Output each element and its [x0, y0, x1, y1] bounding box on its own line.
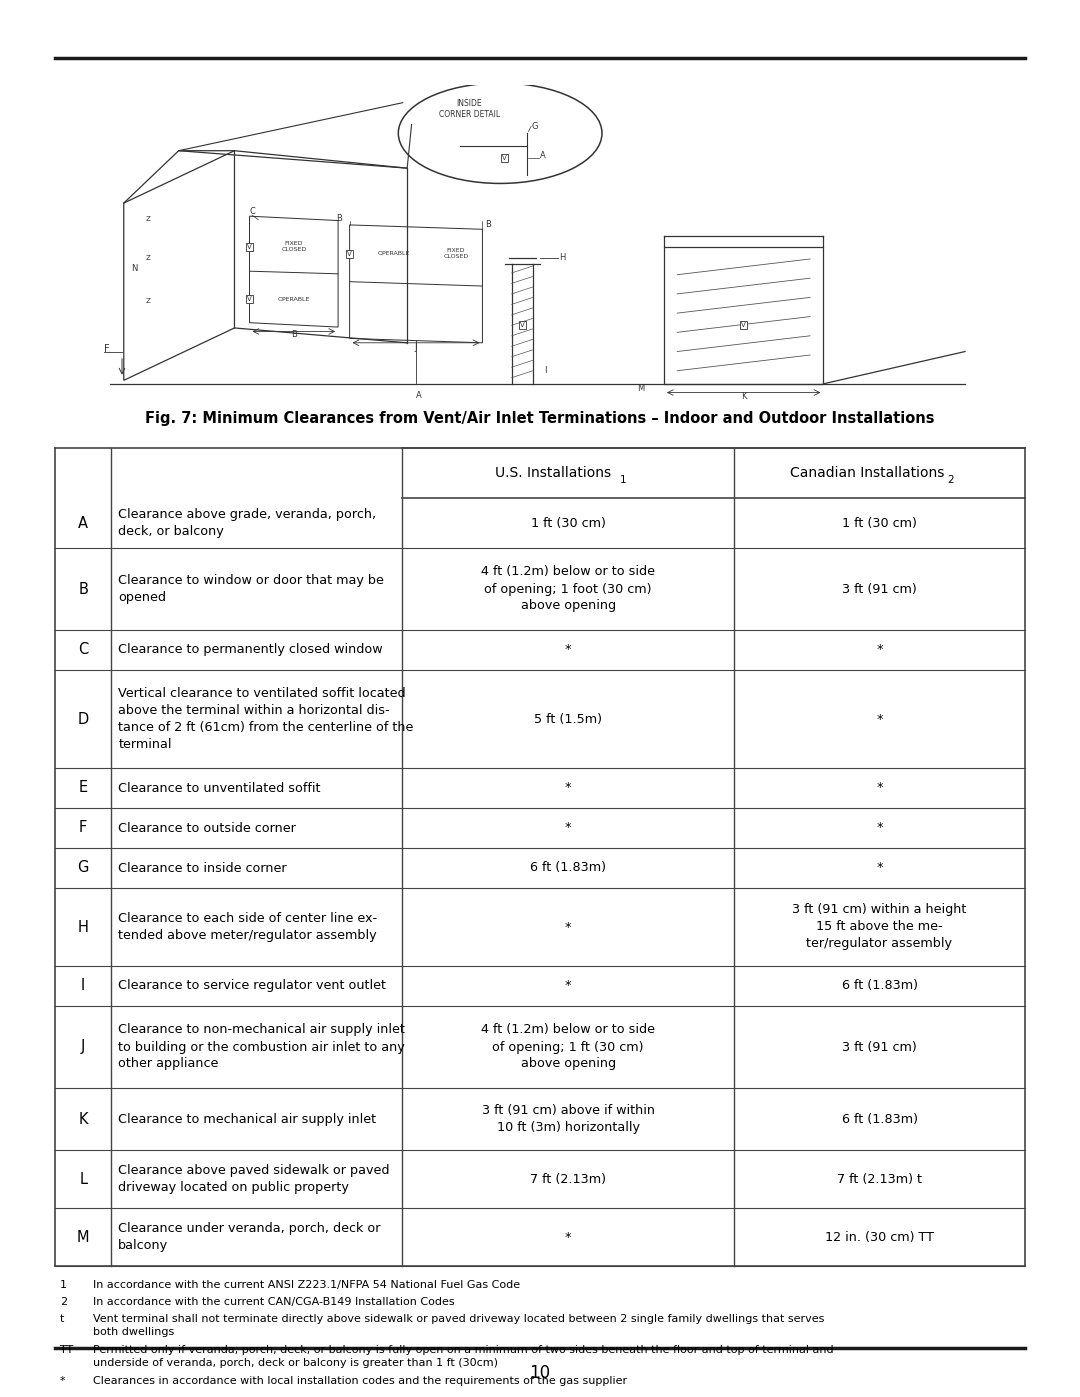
- Text: Z: Z: [146, 299, 151, 305]
- Text: 7 ft (2.13m) t: 7 ft (2.13m) t: [837, 1172, 922, 1186]
- Text: A: A: [416, 391, 422, 400]
- Text: 3 ft (91 cm) within a height
15 ft above the me-
ter/regulator assembly: 3 ft (91 cm) within a height 15 ft above…: [793, 904, 967, 950]
- Text: A: A: [78, 515, 89, 531]
- Text: A: A: [540, 151, 545, 159]
- Text: Vent terminal shall not terminate directly above sidewalk or paved driveway loca: Vent terminal shall not terminate direct…: [93, 1315, 824, 1337]
- Text: K: K: [741, 391, 746, 401]
- Text: 1: 1: [620, 475, 626, 485]
- Text: V: V: [741, 323, 746, 328]
- Text: Clearance to outside corner: Clearance to outside corner: [119, 821, 296, 834]
- Text: 10: 10: [529, 1363, 551, 1382]
- Text: Clearance above grade, veranda, porch,
deck, or balcony: Clearance above grade, veranda, porch, d…: [119, 509, 377, 538]
- Text: V: V: [502, 155, 507, 161]
- Text: *: *: [876, 821, 882, 834]
- Text: L: L: [79, 1172, 87, 1186]
- Text: 7 ft (2.13m): 7 ft (2.13m): [530, 1172, 606, 1186]
- Text: 2: 2: [947, 475, 954, 485]
- Text: K: K: [79, 1112, 87, 1126]
- Text: V: V: [247, 296, 252, 302]
- Text: FIXED
CLOSED: FIXED CLOSED: [281, 242, 307, 251]
- Text: B: B: [485, 219, 491, 229]
- Text: G: G: [531, 122, 538, 131]
- Text: Clearance under veranda, porch, deck or
balcony: Clearance under veranda, porch, deck or …: [119, 1222, 381, 1252]
- Text: Clearance to each side of center line ex-
tended above meter/regulator assembly: Clearance to each side of center line ex…: [119, 912, 377, 942]
- Text: t: t: [60, 1315, 65, 1324]
- Text: 2: 2: [60, 1296, 67, 1308]
- Text: 1: 1: [60, 1280, 67, 1289]
- Text: In accordance with the current ANSI Z223.1/NFPA 54 National Fuel Gas Code: In accordance with the current ANSI Z223…: [93, 1280, 521, 1289]
- Text: Clearance to mechanical air supply inlet: Clearance to mechanical air supply inlet: [119, 1112, 377, 1126]
- Text: N: N: [131, 264, 137, 272]
- Text: Clearance to permanently closed window: Clearance to permanently closed window: [119, 644, 383, 657]
- Text: Clearance to inside corner: Clearance to inside corner: [119, 862, 287, 875]
- Text: In accordance with the current CAN/CGA-B149 Installation Codes: In accordance with the current CAN/CGA-B…: [93, 1296, 455, 1308]
- Text: C: C: [78, 643, 89, 658]
- Text: 6 ft (1.83m): 6 ft (1.83m): [841, 1112, 918, 1126]
- Text: *: *: [565, 1231, 571, 1243]
- Text: *: *: [565, 781, 571, 795]
- Text: Clearance to service regulator vent outlet: Clearance to service regulator vent outl…: [119, 979, 387, 992]
- Text: V: V: [519, 323, 525, 328]
- Text: F: F: [79, 820, 87, 835]
- Text: D: D: [78, 711, 89, 726]
- Text: J: J: [415, 342, 417, 352]
- Text: M: M: [637, 384, 645, 393]
- Text: Permitted only if veranda, porch, deck, or balcony is fully open on a minimum of: Permitted only if veranda, porch, deck, …: [93, 1345, 834, 1368]
- Text: I: I: [544, 366, 546, 376]
- Text: V: V: [247, 243, 252, 250]
- Text: Vertical clearance to ventilated soffit located
above the terminal within a hori: Vertical clearance to ventilated soffit …: [119, 687, 414, 752]
- Text: 1 ft (30 cm): 1 ft (30 cm): [842, 517, 917, 529]
- Text: 3 ft (91 cm) above if within
10 ft (3m) horizontally: 3 ft (91 cm) above if within 10 ft (3m) …: [482, 1104, 654, 1134]
- Text: Z: Z: [146, 254, 151, 261]
- Text: *: *: [876, 712, 882, 725]
- Text: Clearances in accordance with local installation codes and the requirements of t: Clearances in accordance with local inst…: [93, 1376, 627, 1386]
- Text: *: *: [876, 644, 882, 657]
- Text: Canadian Installations: Canadian Installations: [791, 467, 945, 481]
- Text: G: G: [78, 861, 89, 876]
- Text: *: *: [60, 1376, 66, 1386]
- Text: B: B: [291, 330, 297, 338]
- Text: F: F: [105, 344, 110, 353]
- Text: Clearance to window or door that may be
opened: Clearance to window or door that may be …: [119, 574, 384, 604]
- Text: M: M: [77, 1229, 90, 1245]
- Text: I: I: [81, 978, 85, 993]
- Text: OPERABLE: OPERABLE: [378, 251, 410, 256]
- Text: *: *: [565, 821, 571, 834]
- Text: 6 ft (1.83m): 6 ft (1.83m): [530, 862, 606, 875]
- Text: INSIDE
CORNER DETAIL: INSIDE CORNER DETAIL: [438, 99, 500, 119]
- Text: 3 ft (91 cm): 3 ft (91 cm): [842, 1041, 917, 1053]
- Text: *: *: [876, 781, 882, 795]
- Text: FIXED
CLOSED: FIXED CLOSED: [443, 249, 469, 258]
- Text: 6 ft (1.83m): 6 ft (1.83m): [841, 979, 918, 992]
- Text: 12 in. (30 cm) TT: 12 in. (30 cm) TT: [825, 1231, 934, 1243]
- Text: H: H: [559, 253, 566, 261]
- Text: *: *: [565, 921, 571, 933]
- Text: V: V: [348, 250, 352, 257]
- Text: J: J: [81, 1039, 85, 1055]
- Text: Clearance to non-mechanical air supply inlet
to building or the combustion air i: Clearance to non-mechanical air supply i…: [119, 1024, 405, 1070]
- Text: OPERABLE: OPERABLE: [278, 296, 310, 302]
- Text: *: *: [565, 644, 571, 657]
- Text: H: H: [78, 919, 89, 935]
- Text: Clearance to unventilated soffit: Clearance to unventilated soffit: [119, 781, 321, 795]
- Text: B: B: [336, 214, 342, 222]
- Text: 1 ft (30 cm): 1 ft (30 cm): [530, 517, 606, 529]
- Text: E: E: [79, 781, 87, 795]
- Text: TT: TT: [60, 1345, 73, 1355]
- Text: U.S. Installations: U.S. Installations: [495, 467, 611, 481]
- Text: *: *: [876, 862, 882, 875]
- Text: 4 ft (1.2m) below or to side
of opening; 1 foot (30 cm)
above opening: 4 ft (1.2m) below or to side of opening;…: [481, 566, 656, 612]
- Text: Fig. 7: Minimum Clearances from Vent/Air Inlet Terminations – Indoor and Outdoor: Fig. 7: Minimum Clearances from Vent/Air…: [145, 411, 935, 426]
- Text: *: *: [565, 979, 571, 992]
- Text: 4 ft (1.2m) below or to side
of opening; 1 ft (30 cm)
above opening: 4 ft (1.2m) below or to side of opening;…: [481, 1024, 656, 1070]
- Text: 5 ft (1.5m): 5 ft (1.5m): [535, 712, 603, 725]
- Text: Clearance above paved sidewalk or paved
driveway located on public property: Clearance above paved sidewalk or paved …: [119, 1164, 390, 1194]
- Text: C: C: [249, 207, 255, 217]
- Text: 3 ft (91 cm): 3 ft (91 cm): [842, 583, 917, 595]
- Text: B: B: [78, 581, 89, 597]
- Text: Z: Z: [146, 215, 151, 222]
